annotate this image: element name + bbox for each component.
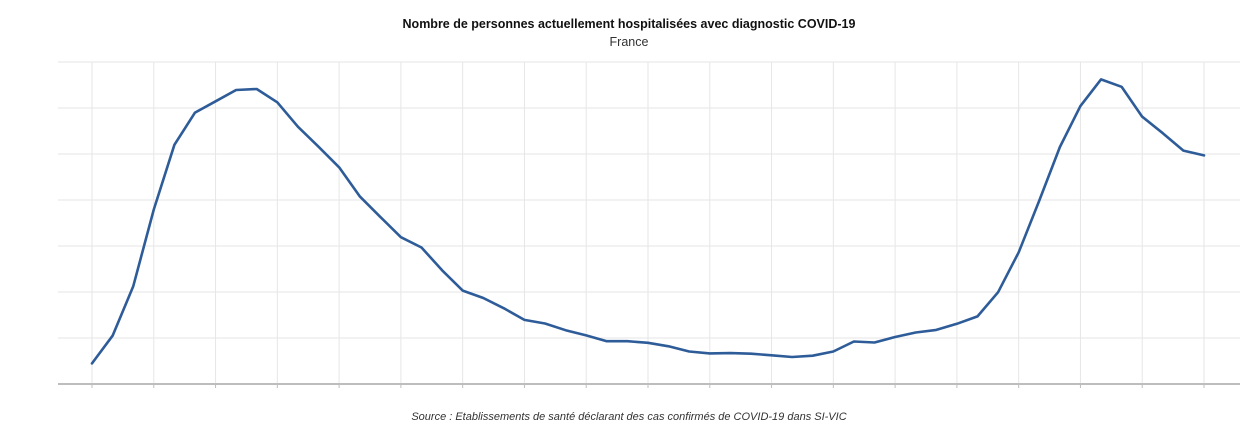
series-line xyxy=(90,78,1206,365)
chart-subtitle: France xyxy=(609,35,649,49)
x-axis-ticks xyxy=(91,384,1205,388)
source-note: Source : Etablissements de santé déclara… xyxy=(411,411,847,423)
chart-title: Nombre de personnes actuellement hospita… xyxy=(402,17,856,31)
grid-lines xyxy=(58,61,1240,384)
